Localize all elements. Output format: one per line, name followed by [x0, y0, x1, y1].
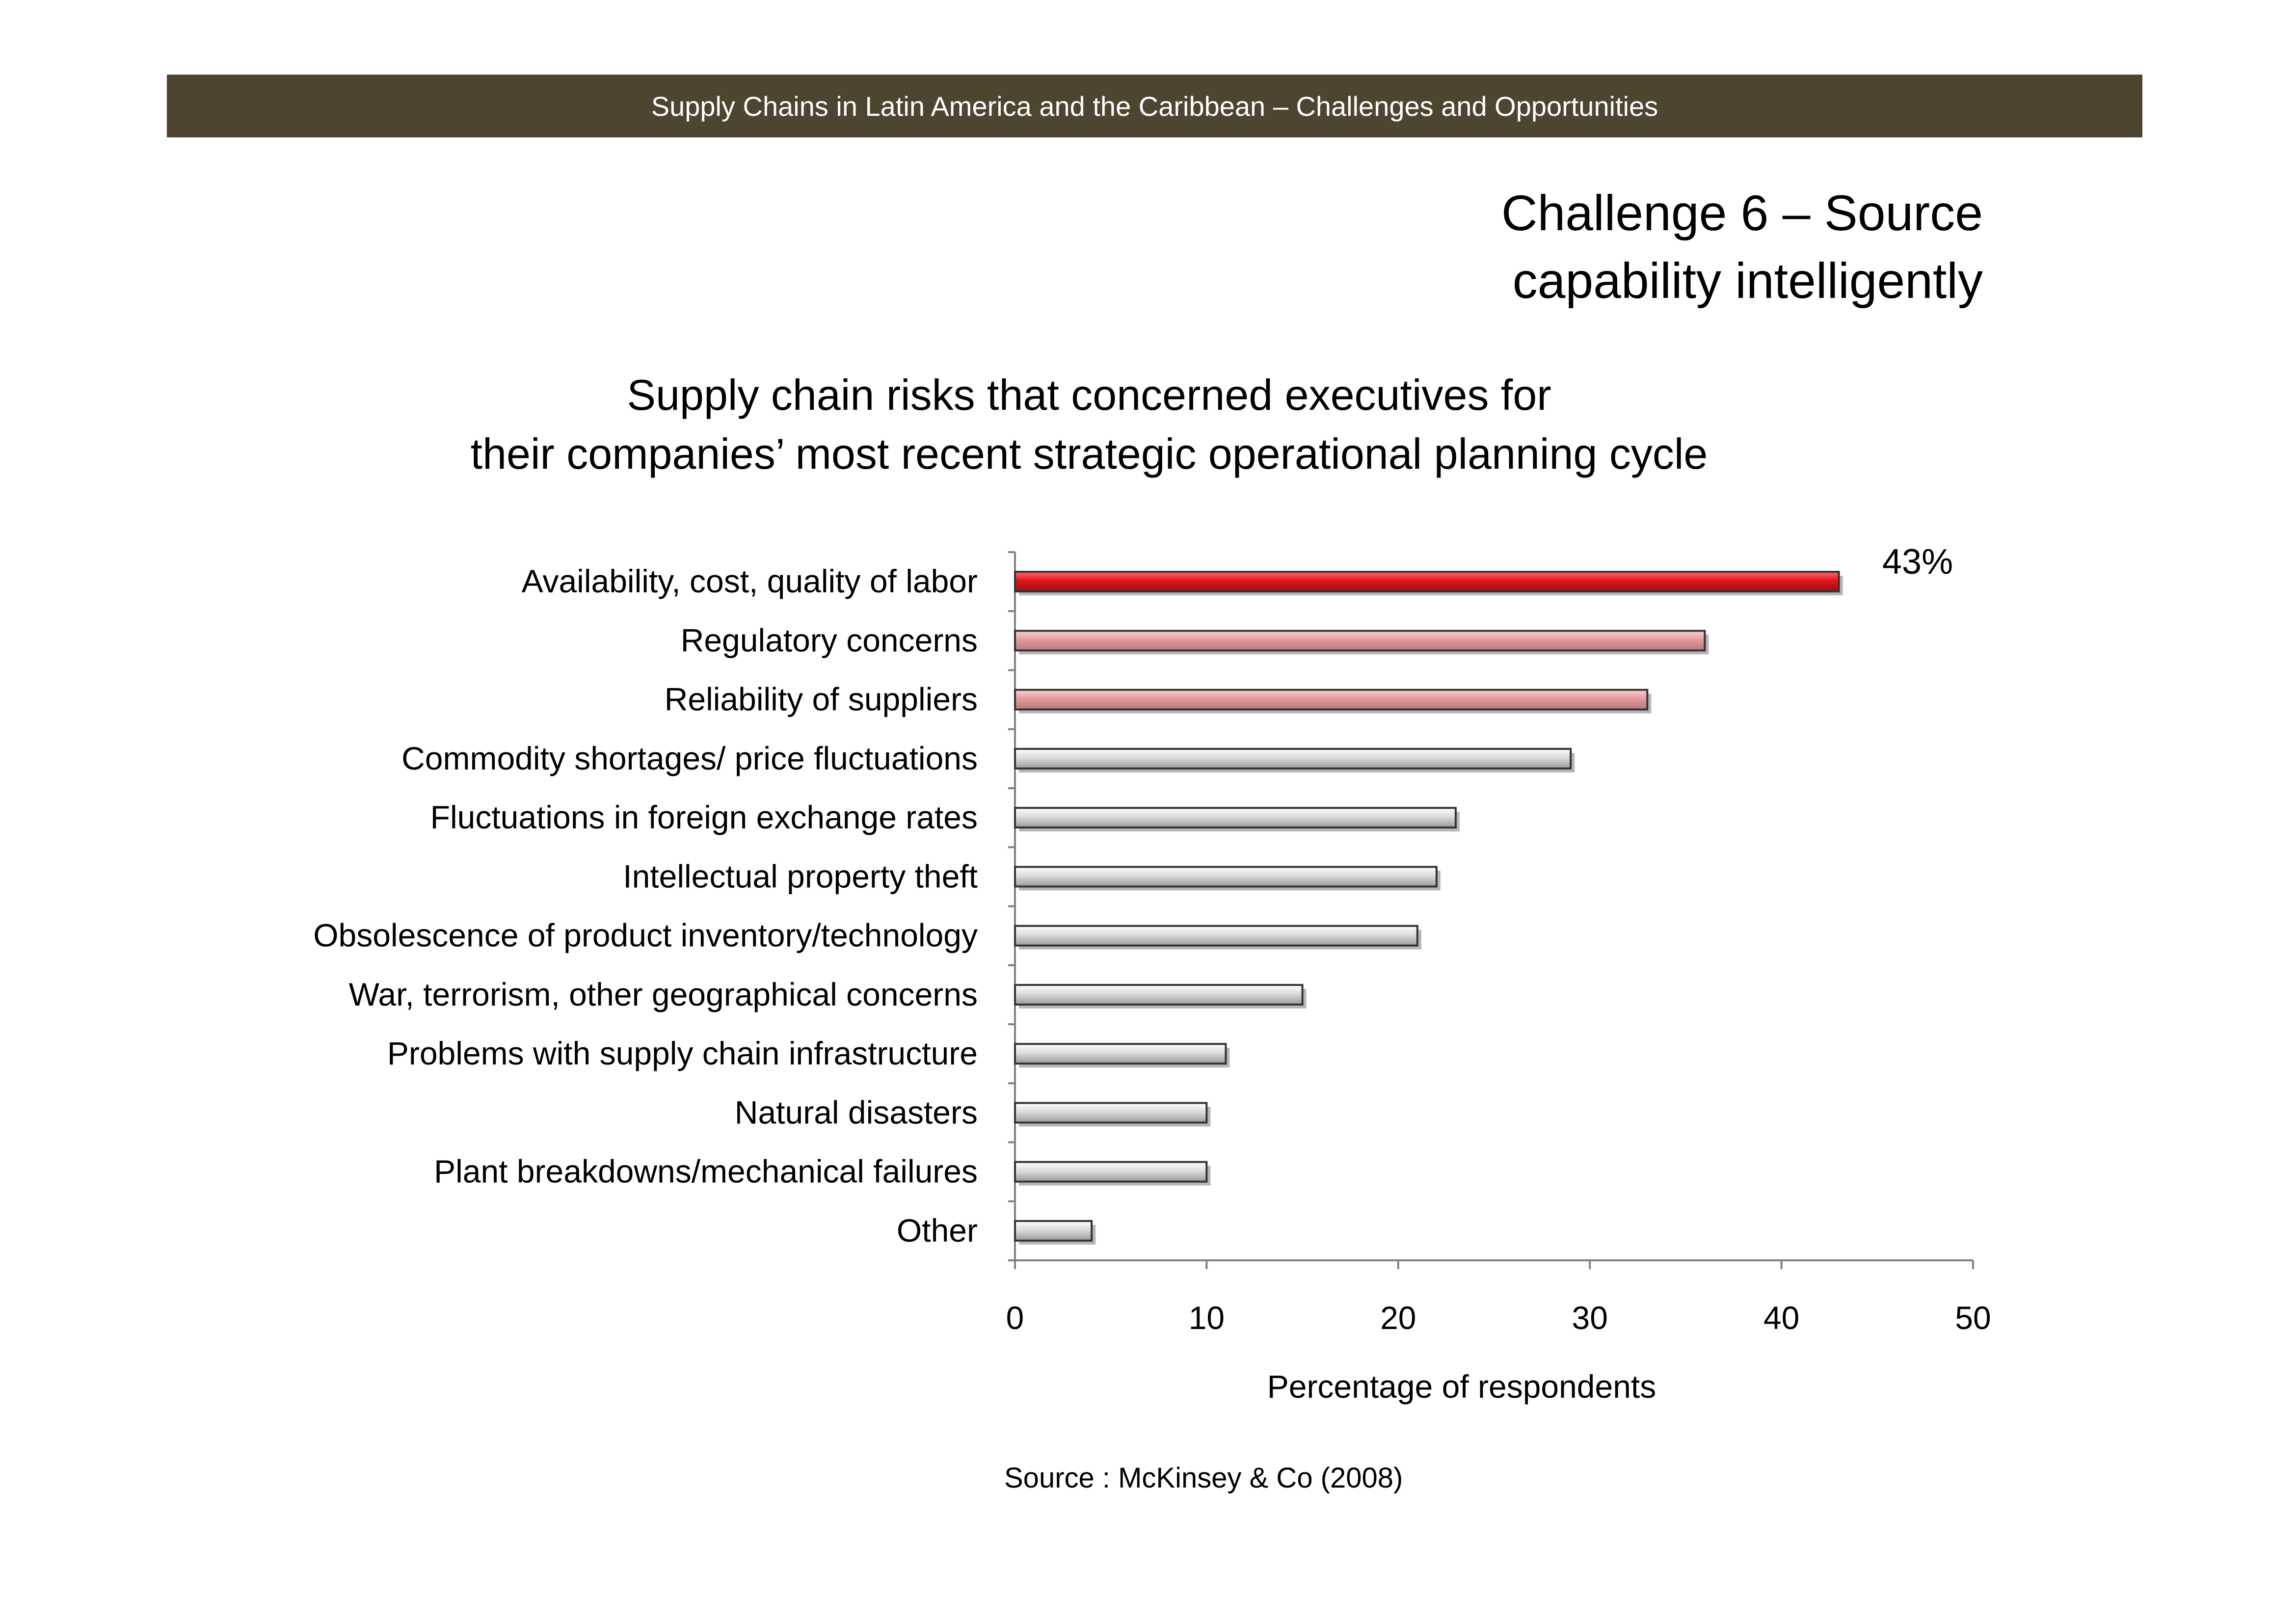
- header-title: Supply Chains in Latin America and the C…: [651, 90, 1658, 122]
- category-label: Commodity shortages/ price fluctuations: [401, 740, 978, 776]
- bar: [1014, 1102, 1208, 1124]
- category-label: Intellectual property theft: [623, 858, 978, 894]
- chart-layer: 0 10 20 30 40 50 Percentage of respondents Avai…: [313, 542, 1991, 1405]
- x-tick-label: 30: [1572, 1300, 1607, 1336]
- chart-title: Supply chain risks that concerned execut…: [0, 366, 2296, 483]
- slide-title-line2: capability intelligently: [1512, 253, 1983, 309]
- bar: [1014, 984, 1304, 1006]
- data-label: 43%: [1882, 542, 1953, 582]
- bar: [1014, 571, 1840, 593]
- bar: [1014, 866, 1438, 888]
- category-label: War, terrorism, other geographical conce…: [349, 976, 978, 1012]
- slide-title: Challenge 6 – Source capability intellig…: [1501, 179, 1983, 315]
- category-label: Natural disasters: [735, 1094, 978, 1130]
- category-label: Reliability of suppliers: [665, 681, 978, 718]
- category-label: Fluctuations in foreign exchange rates: [430, 799, 978, 835]
- bar: [1014, 689, 1649, 711]
- x-tick-label: 40: [1763, 1300, 1799, 1336]
- x-tick-label: 0: [1006, 1300, 1024, 1336]
- x-tick-label: 50: [1955, 1300, 1991, 1336]
- bar: [1014, 807, 1457, 829]
- category-label: Regulatory concerns: [681, 622, 978, 658]
- source-note: Source : McKinsey & Co (2008): [1004, 1462, 1403, 1494]
- category-label: Plant breakdowns/mechanical failures: [434, 1153, 978, 1190]
- category-label: Problems with supply chain infrastructur…: [387, 1035, 978, 1071]
- x-tick-label: 10: [1189, 1300, 1225, 1336]
- chart-title-line1: Supply chain risks that concerned execut…: [627, 371, 1551, 419]
- x-axis-title: Percentage of respondents: [1267, 1368, 1656, 1405]
- category-label: Obsolescence of product inventory/techno…: [313, 917, 978, 954]
- x-tick-label: 20: [1380, 1300, 1416, 1336]
- bar: [1014, 1220, 1093, 1242]
- chart-title-line2: their companies’ most recent strategic o…: [470, 429, 1708, 478]
- category-label: Availability, cost, quality of labor: [522, 563, 978, 599]
- header-bar: Supply Chains in Latin America and the C…: [167, 75, 2142, 137]
- slide-title-line1: Challenge 6 – Source: [1501, 185, 1983, 241]
- bar: [1014, 1161, 1208, 1183]
- bar: [1014, 925, 1418, 947]
- bar: [1014, 1043, 1227, 1065]
- bar: [1014, 747, 1572, 770]
- bar: [1014, 630, 1706, 652]
- category-label: Other: [897, 1212, 978, 1249]
